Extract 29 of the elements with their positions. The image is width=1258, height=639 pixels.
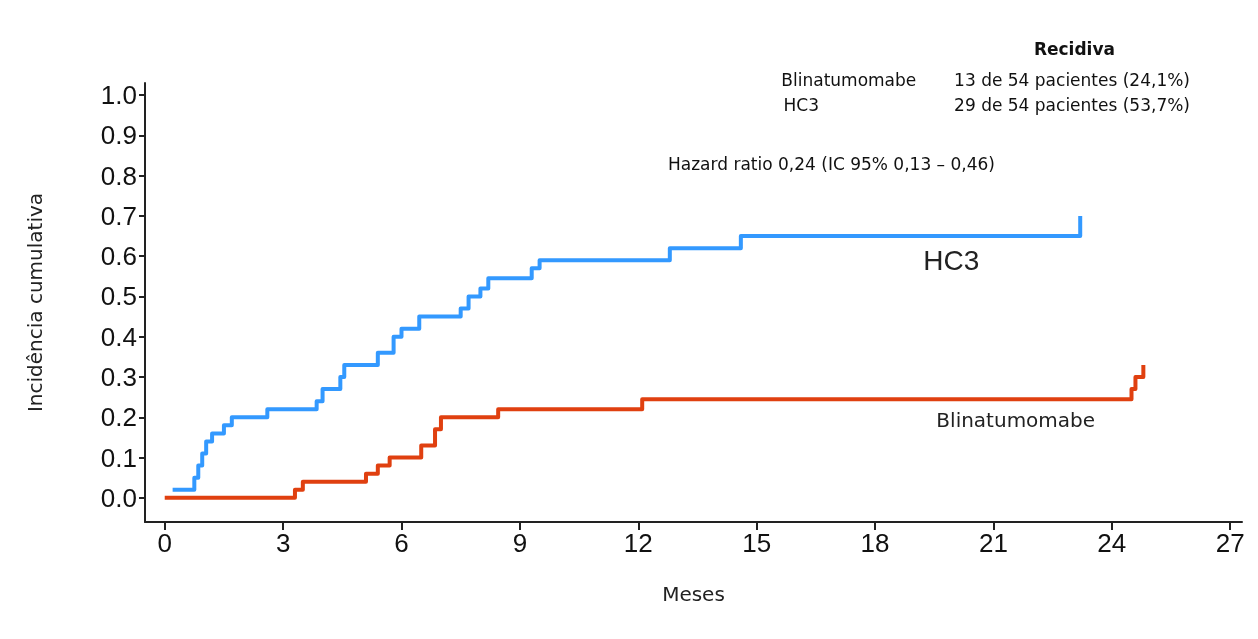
y-tick-label: 0.7 (100, 200, 137, 231)
y-axis-title: Incidência cumulativa (23, 192, 47, 413)
annotation: HC3 29 de 54 pacientes (53,7%) (783, 94, 1191, 115)
annotation: Hazard ratio 0,24 (IC 95% 0,13 – 0,46) (667, 153, 996, 174)
annotation: Blinatumomabe 13 de 54 pacientes (24,1%) (781, 69, 1191, 90)
x-tick-label: 27 (1215, 528, 1245, 558)
y-tick-label: 0.2 (100, 402, 137, 433)
y-tick-label: 0.9 (100, 120, 137, 151)
y-tick-label: 1.0 (100, 80, 137, 111)
x-tick-label: 3 (275, 528, 291, 558)
x-tick-label: 9 (512, 528, 528, 558)
series-label: HC3 (923, 245, 980, 277)
x-tick-label: 24 (1097, 528, 1127, 558)
series-label: Blinatumomabe (936, 407, 1096, 432)
text: Recidiva (1033, 38, 1115, 59)
x-axis-title: Meses (662, 582, 725, 606)
x-tick-label: 18 (860, 528, 890, 558)
y-tick-label: 0.6 (100, 241, 137, 272)
y-tick-label: 0.4 (100, 321, 137, 352)
x-tick-label: 15 (742, 528, 772, 558)
y-tick-label: 0.5 (100, 281, 137, 312)
y-tick-label: 0.3 (100, 362, 137, 393)
x-tick-label: 12 (623, 528, 653, 558)
x-tick-label: 0 (157, 528, 172, 558)
y-tick-label: 0.0 (100, 482, 137, 513)
x-tick-label: 6 (394, 528, 409, 558)
y-tick-label: 0.1 (100, 442, 137, 473)
x-tick-label: 21 (978, 528, 1008, 558)
y-tick-label: 0.8 (100, 160, 137, 191)
